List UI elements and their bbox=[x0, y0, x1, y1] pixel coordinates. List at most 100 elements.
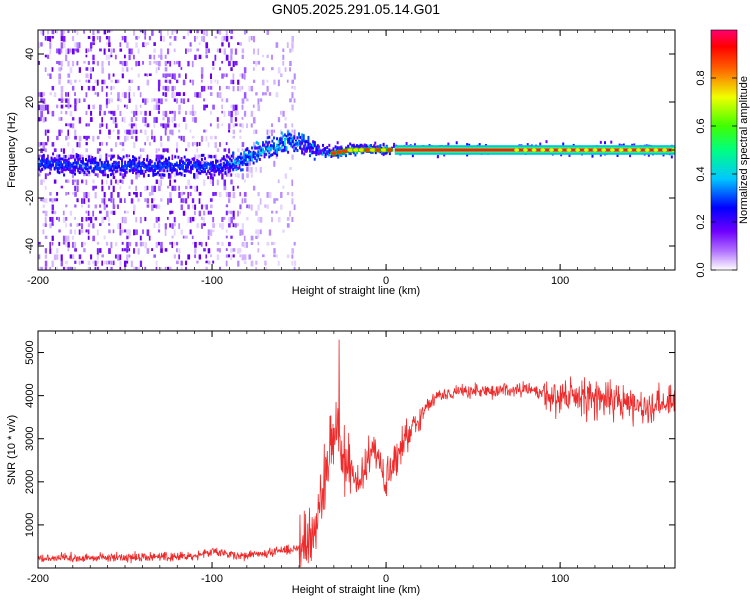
ridge-mark bbox=[382, 153, 385, 157]
ridge-mark bbox=[268, 135, 271, 139]
noise-speckle bbox=[114, 79, 118, 84]
ridge-mark bbox=[72, 167, 75, 171]
ridge-mark bbox=[354, 145, 357, 149]
noise-speckle bbox=[239, 123, 242, 127]
ridge-mark bbox=[153, 169, 156, 173]
noise-speckle bbox=[250, 235, 254, 241]
ridge-mark bbox=[153, 162, 156, 166]
ridge-mark bbox=[280, 141, 283, 145]
noise-speckle bbox=[194, 54, 197, 61]
noise-speckle bbox=[78, 142, 81, 148]
noise-speckle bbox=[40, 110, 43, 118]
ridge-mark bbox=[152, 168, 155, 172]
noise-speckle bbox=[216, 179, 219, 186]
noise-speckle bbox=[212, 60, 215, 66]
ridge-mark bbox=[66, 159, 69, 163]
ridge-mark bbox=[164, 159, 167, 163]
ridge-mark bbox=[136, 165, 139, 169]
noise-speckle bbox=[160, 241, 163, 249]
halo-mark bbox=[322, 148, 325, 152]
line-blob bbox=[592, 148, 598, 152]
noise-speckle bbox=[78, 223, 81, 226]
ridge-mark bbox=[260, 152, 263, 156]
ridge-mark bbox=[64, 164, 67, 168]
ridge-mark bbox=[61, 163, 64, 167]
ridge-mark bbox=[124, 160, 127, 164]
noise-speckle bbox=[289, 67, 291, 72]
noise-speckle bbox=[243, 179, 246, 183]
ridge-mark bbox=[327, 150, 330, 154]
ridge-mark bbox=[155, 167, 158, 171]
ridge-mark bbox=[53, 159, 56, 163]
noise-speckle bbox=[58, 154, 61, 161]
noise-speckle bbox=[67, 154, 70, 158]
ridge-mark bbox=[204, 168, 207, 172]
ridge-mark bbox=[166, 169, 169, 173]
noise-speckle bbox=[99, 204, 102, 208]
ridge-mark bbox=[305, 147, 308, 151]
ridge-mark bbox=[227, 166, 230, 170]
ridge-mark bbox=[75, 153, 78, 157]
ridge-mark bbox=[291, 138, 294, 142]
noise-speckle bbox=[264, 260, 267, 266]
noise-speckle bbox=[196, 148, 199, 153]
noise-speckle bbox=[144, 216, 147, 222]
noise-speckle bbox=[228, 123, 231, 130]
noise-speckle bbox=[71, 179, 75, 185]
noise-speckle bbox=[85, 67, 89, 71]
noise-speckle bbox=[85, 54, 88, 58]
ridge-mark bbox=[224, 171, 227, 175]
noise-speckle bbox=[65, 204, 68, 208]
halo-mark bbox=[662, 153, 665, 157]
noise-speckle bbox=[171, 223, 174, 229]
noise-speckle bbox=[53, 210, 57, 215]
noise-speckle bbox=[250, 167, 253, 173]
ridge-mark bbox=[172, 168, 175, 172]
noise-speckle bbox=[146, 154, 149, 160]
noise-speckle bbox=[42, 210, 45, 214]
noise-speckle bbox=[203, 204, 205, 208]
noise-speckle bbox=[144, 30, 147, 36]
line-blob bbox=[618, 148, 624, 152]
halo-mark bbox=[299, 141, 302, 145]
halo-mark bbox=[466, 143, 469, 147]
ridge-mark bbox=[241, 163, 244, 167]
noise-speckle bbox=[62, 30, 65, 35]
noise-speckle bbox=[243, 30, 247, 35]
noise-speckle bbox=[173, 185, 177, 191]
noise-speckle bbox=[239, 85, 242, 92]
noise-speckle bbox=[146, 204, 150, 208]
noise-speckle bbox=[114, 142, 118, 148]
ridge-mark bbox=[64, 154, 67, 158]
spectrogram-y-tick-label: -20 bbox=[24, 190, 36, 206]
ridge-mark bbox=[131, 170, 134, 174]
ridge-mark bbox=[99, 169, 102, 173]
noise-speckle bbox=[250, 173, 253, 178]
ridge-mark bbox=[340, 145, 343, 149]
ridge-mark bbox=[318, 149, 321, 153]
noise-speckle bbox=[164, 85, 167, 91]
line-blob bbox=[609, 148, 615, 152]
ridge-mark bbox=[205, 172, 208, 176]
noise-speckle bbox=[194, 110, 197, 115]
ridge-mark bbox=[305, 140, 308, 144]
noise-speckle bbox=[176, 260, 179, 265]
ridge-mark bbox=[240, 152, 243, 156]
noise-speckle bbox=[58, 48, 61, 55]
noise-speckle bbox=[223, 110, 226, 117]
ridge-mark bbox=[174, 163, 177, 167]
ridge-mark bbox=[283, 145, 286, 149]
noise-speckle bbox=[42, 198, 45, 203]
noise-speckle bbox=[282, 185, 285, 189]
noise-speckle bbox=[225, 54, 229, 61]
noise-speckle bbox=[117, 92, 120, 99]
ridge-mark bbox=[169, 165, 172, 169]
noise-speckle bbox=[246, 98, 249, 102]
ridge-mark bbox=[191, 167, 194, 171]
noise-speckle bbox=[252, 48, 255, 55]
line-blob bbox=[627, 148, 633, 152]
noise-speckle bbox=[96, 173, 99, 178]
noise-speckle bbox=[87, 73, 90, 79]
noise-speckle bbox=[180, 135, 183, 141]
noise-speckle bbox=[182, 92, 186, 96]
